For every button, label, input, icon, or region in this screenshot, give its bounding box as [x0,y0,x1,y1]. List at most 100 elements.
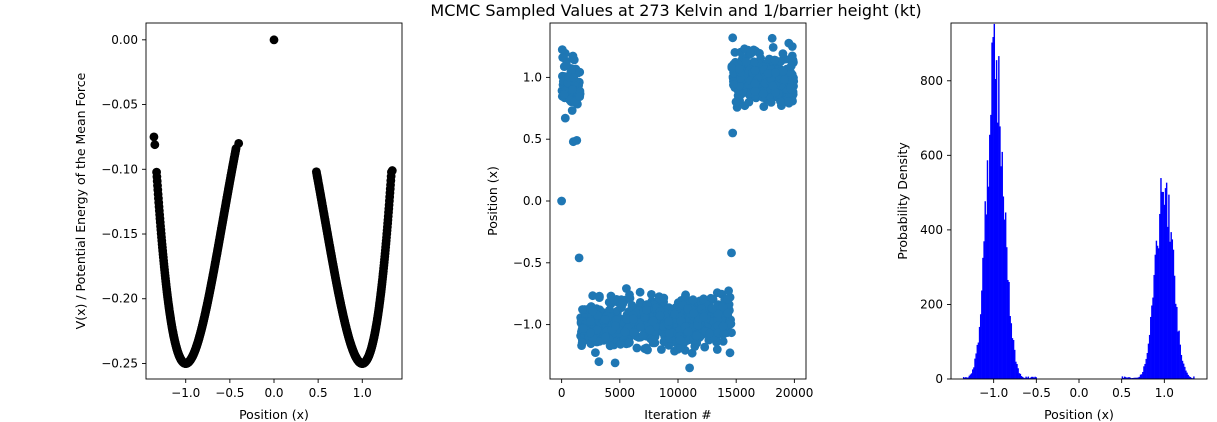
trace-point [609,295,619,305]
potential-energy-frame [145,22,403,380]
histogram-bar [1010,323,1013,379]
trace-point [778,66,788,76]
histogram-bar [1025,376,1027,379]
histogram-bar [982,257,984,379]
histogram-bar [1035,377,1038,379]
histogram-bar [1167,226,1169,379]
histogram-bar [1145,358,1147,379]
histogram-bar [1031,376,1033,379]
trace-point [620,327,630,337]
trace-point [569,55,579,65]
histogram-bar [979,314,982,379]
trace-ticks: 0 5000 10000 15000 20000 1.0 0.5 0.0 −0.5 −1.0 [513,70,814,400]
trace-points [557,33,799,373]
y-tick-label: −1.0 [513,318,542,332]
histogram-bar [1154,254,1157,379]
trace-point [750,87,760,96]
histogram-bar [1128,377,1130,379]
histogram-bar [1002,196,1005,379]
histogram-bar [1182,363,1185,379]
histogram-bar [1009,316,1011,379]
trace-point [600,315,610,324]
trace-point [766,98,776,107]
y-tick-label: 400 [920,223,943,237]
trace-point [643,345,652,355]
trace-point [557,196,566,206]
histogram-bar [968,375,971,379]
histogram-bar [1136,377,1138,379]
trace-point [675,335,685,345]
trace-point [767,33,777,43]
trace-point [578,305,587,314]
histogram-bar [1125,377,1127,379]
histogram-bar [1012,340,1015,379]
x-tick-label: 0.0 [264,386,283,400]
y-tick-label: 800 [920,74,943,88]
figure-title: MCMC Sampled Values at 273 Kelvin and 1/… [430,1,921,20]
potential-energy-xlabel: Position (x) [239,407,309,422]
histogram-bar [985,214,988,379]
energy-point [312,172,322,182]
histogram-bar [1126,377,1128,379]
trace-point [648,316,658,326]
histogram-ylabel: Probability Density [895,142,910,260]
x-tick-label: 15000 [717,386,755,400]
y-tick-label: 0 [935,372,943,386]
x-tick-label: −1.0 [979,386,1008,400]
histogram-bar [965,377,967,379]
histogram-bar [1168,194,1170,379]
histogram-bar [1140,374,1143,379]
trace-point [723,308,733,318]
histogram-bar [1142,371,1144,379]
histogram-bar [1123,376,1126,379]
energy-point [149,132,159,142]
histogram-bar [1034,376,1036,379]
histogram-bar [995,60,998,379]
x-tick-label: −0.5 [1022,386,1051,400]
histogram-bar [1032,376,1034,379]
potential-energy-plot: −1.0 −0.5 0.0 0.5 1.0 0.00 −0.05 −0.10 −0.15 −0.2… [73,22,403,422]
histogram-bar [964,377,966,379]
trace-plot: 0 5000 10000 15000 20000 1.0 0.5 0.0 −0.5 −1.0 It… [485,22,814,422]
histogram-bar [1011,338,1014,379]
trace-point [771,68,780,78]
trace-point [689,308,699,318]
trace-point [618,299,628,308]
histogram-bar [1131,378,1134,379]
histogram-xlabel: Position (x) [1044,407,1114,422]
x-tick-label: 1.0 [353,386,372,400]
trace-point [705,328,714,338]
y-tick-label: 200 [920,297,943,311]
histogram-bar [987,186,990,379]
histogram-ticks: −1.0 −0.5 0.0 0.5 1.0 0 200 400 600 800 [920,74,1174,400]
trace-point [768,81,778,91]
x-tick-label: 5000 [605,386,636,400]
trace-point [706,293,716,303]
trace-point [728,128,738,138]
histogram-bar [1134,377,1136,379]
trace-point [574,253,584,263]
trace-point [687,348,697,358]
x-tick-label: −0.5 [215,386,244,400]
histogram-bar [1014,349,1016,379]
trace-point [632,343,642,353]
histogram-bar [972,369,974,379]
trace-point [559,90,569,99]
histogram-bar [974,358,976,379]
trace-point [727,248,736,258]
trace-point [699,312,709,322]
trace-point [718,337,728,346]
histogram-bar [1122,377,1125,379]
trace-point [708,304,717,314]
histogram-bar [969,374,972,379]
trace-point [655,311,665,320]
histogram-bar [1155,240,1158,379]
y-tick-label: −0.5 [513,256,542,270]
histogram-bar [1004,212,1007,379]
histogram-bar [1000,166,1002,379]
trace-point [588,291,598,301]
histogram-bar [1146,352,1149,379]
histogram-bar [962,377,965,379]
trace-point [560,113,570,123]
trace-point [768,43,778,52]
